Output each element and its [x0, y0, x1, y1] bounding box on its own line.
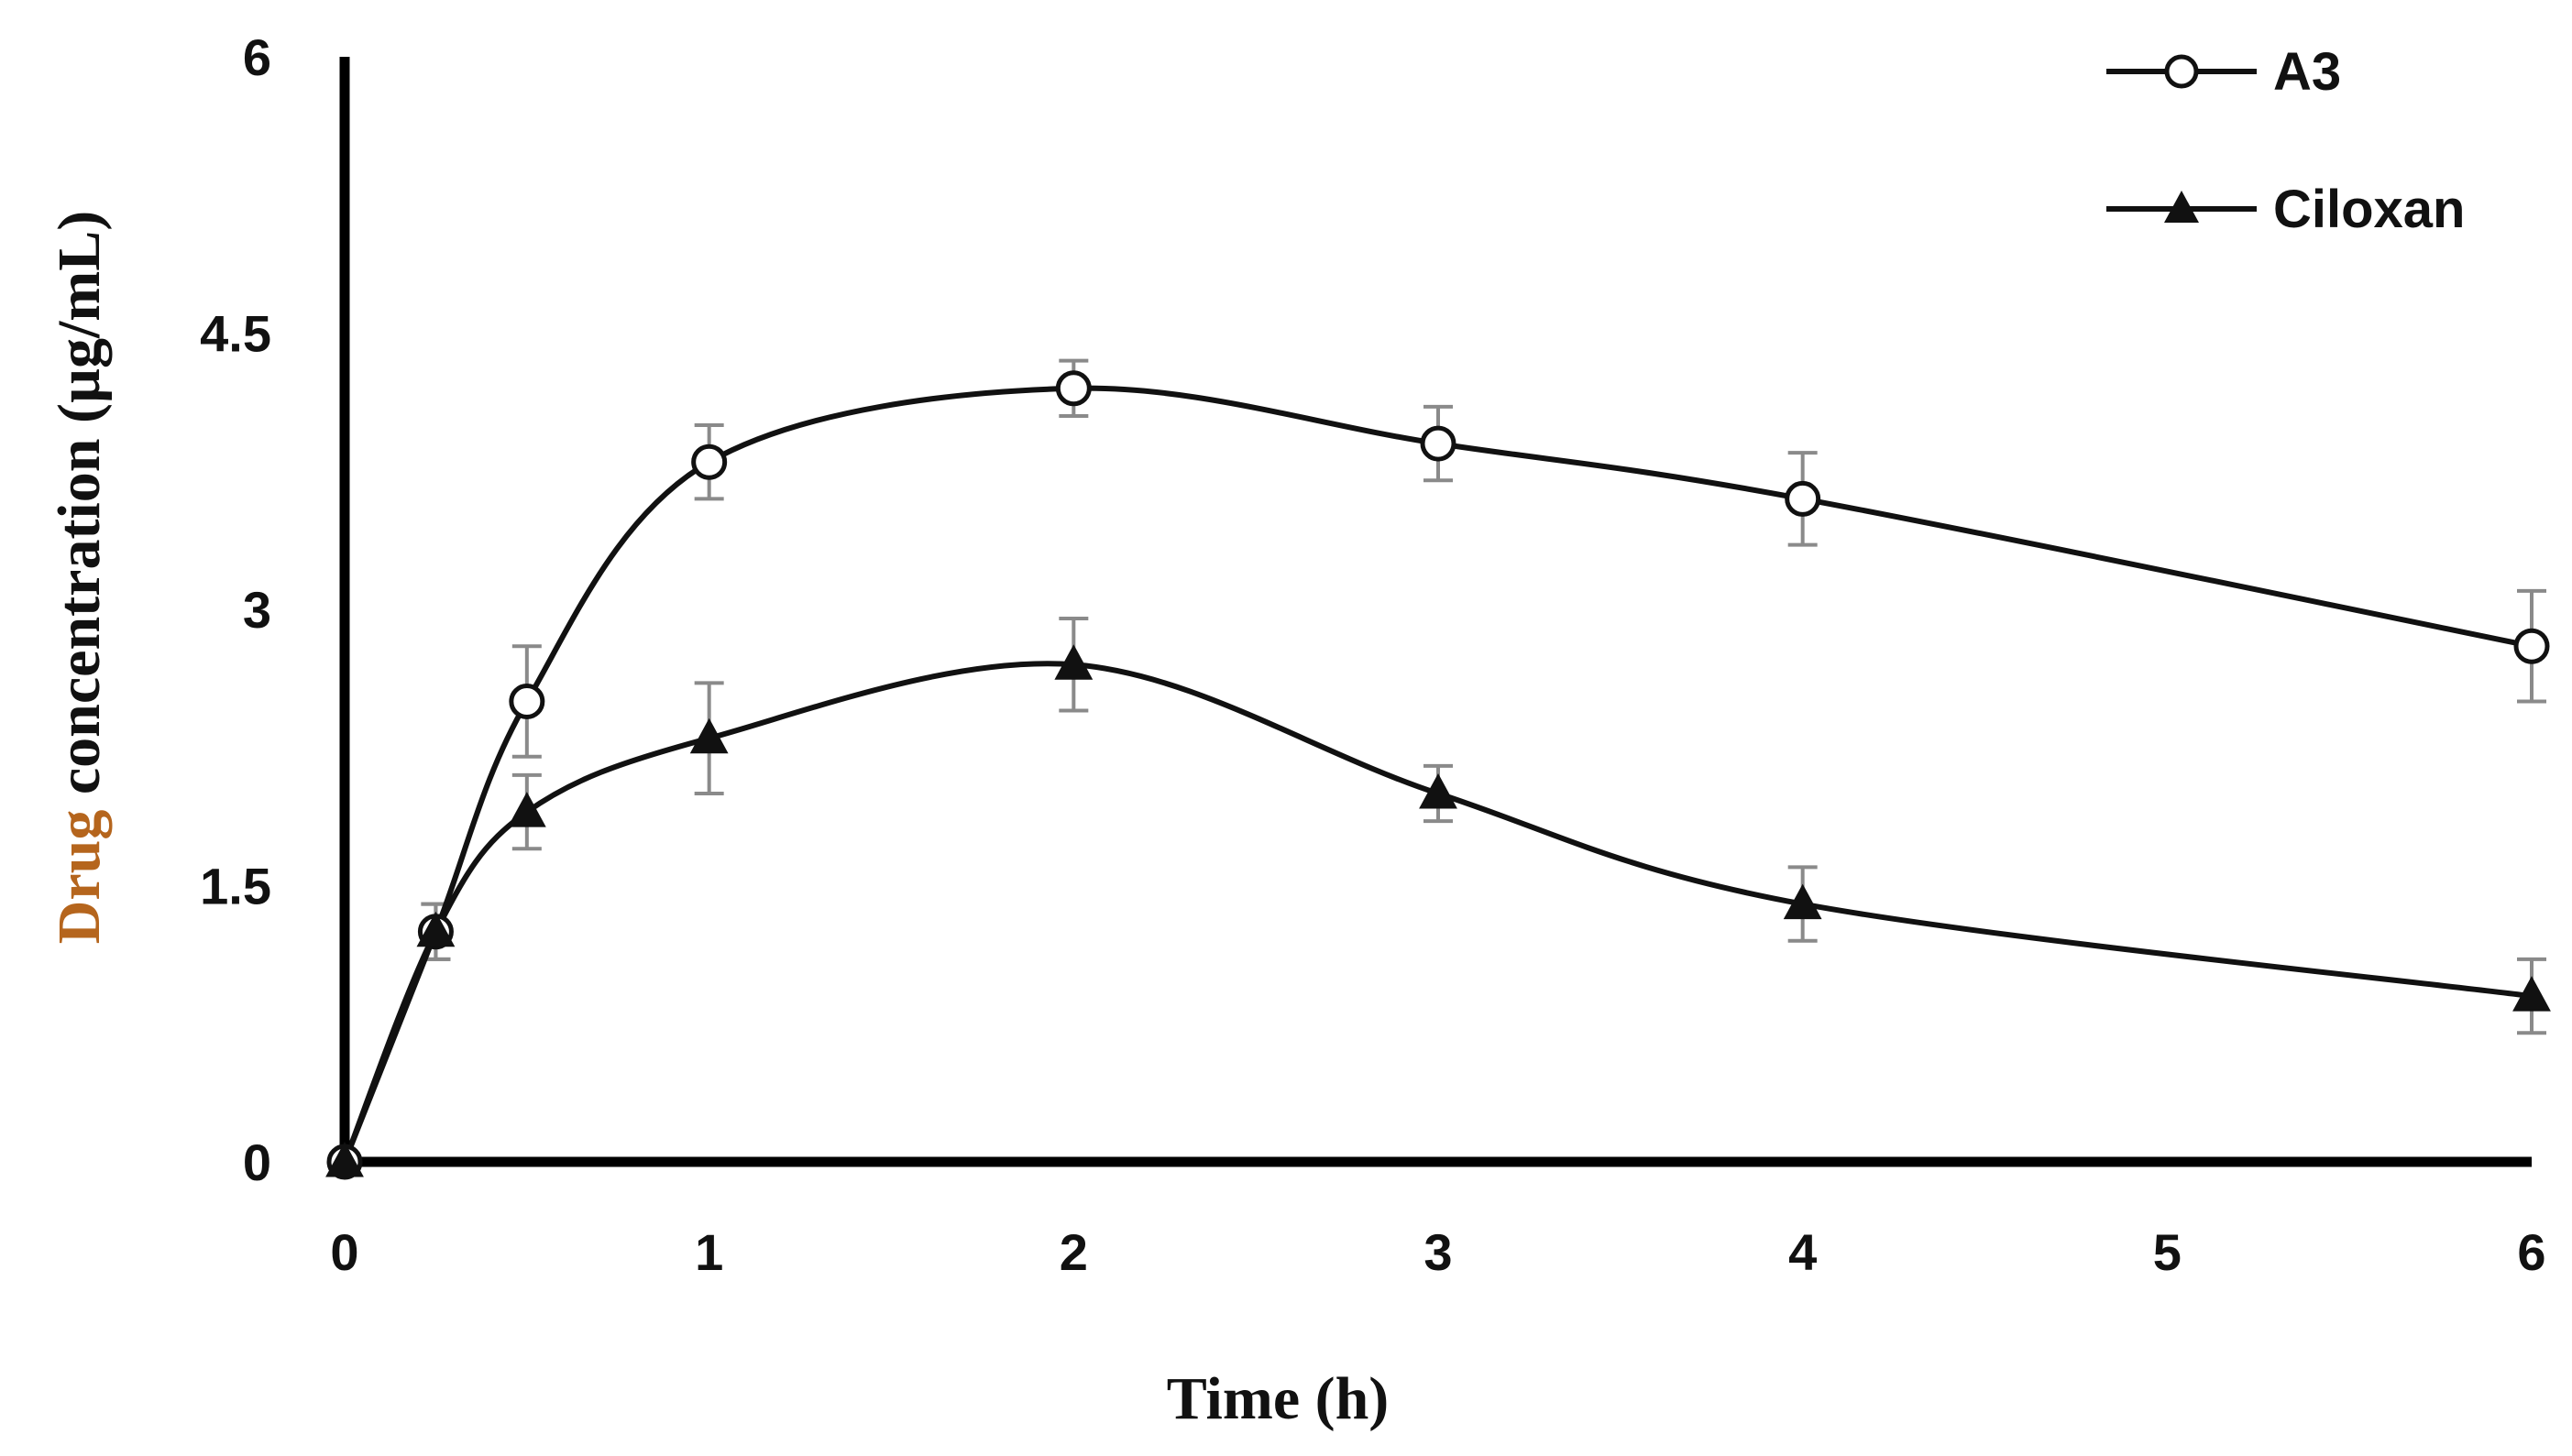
y-axis-title-part: concentration (µg/mL) — [46, 211, 113, 810]
series-line-ciloxan — [342, 661, 2533, 1164]
legend-item-a3: A3 — [2106, 42, 2341, 102]
data-point-ciloxan — [507, 792, 546, 827]
data-point-a3 — [1785, 480, 1821, 517]
markers-layer — [325, 370, 2551, 1180]
data-point-a3 — [691, 443, 728, 480]
x-tick-label: 5 — [2153, 1223, 2182, 1281]
y-tick-label: 6 — [243, 28, 271, 86]
data-point-ciloxan — [416, 911, 456, 947]
y-tick-label: 1.5 — [200, 858, 271, 915]
axes-layer — [339, 57, 2532, 1167]
legend-item-ciloxan: Ciloxan — [2106, 180, 2466, 239]
y-tick-label: 3 — [243, 581, 271, 639]
legend-label-a3: A3 — [2273, 42, 2341, 102]
x-tick-label: 1 — [695, 1223, 723, 1281]
data-point-ciloxan — [1054, 644, 1094, 680]
x-tick-label: 3 — [1423, 1223, 1452, 1281]
legend-marker-ciloxan — [2164, 191, 2199, 223]
x-tick-label: 4 — [1788, 1223, 1817, 1281]
y-axis-title-part: Drug — [46, 810, 113, 945]
y-tick-label: 0 — [243, 1133, 271, 1191]
data-point-a3 — [1055, 370, 1092, 407]
ticks-layer: 0 1 2 3 4 5 6 0 1.5 3 4.5 6 — [200, 28, 2545, 1281]
data-point-ciloxan — [1783, 883, 1822, 920]
data-point-a3 — [2513, 628, 2550, 664]
data-point-ciloxan — [1419, 773, 1457, 809]
legend-label-ciloxan: Ciloxan — [2273, 180, 2466, 239]
legend: A3 Ciloxan — [2106, 42, 2466, 239]
legend-marker-a3 — [2164, 54, 2199, 89]
data-point-ciloxan — [325, 1142, 364, 1177]
x-axis-title: Time (h) — [1167, 1365, 1390, 1432]
errorbars-layer — [421, 358, 2546, 1035]
data-point-ciloxan — [2512, 976, 2551, 1012]
data-point-ciloxan — [689, 717, 729, 754]
data-point-a3 — [509, 684, 545, 719]
x-tick-label: 2 — [1060, 1223, 1088, 1281]
y-tick-label: 4.5 — [200, 305, 271, 363]
x-tick-label: 0 — [330, 1223, 358, 1281]
data-point-a3 — [1420, 425, 1456, 462]
x-tick-label: 6 — [2517, 1223, 2545, 1281]
series-line-a3 — [342, 385, 2533, 1164]
y-axis-title: Drug concentration (µg/mL) — [46, 211, 113, 945]
